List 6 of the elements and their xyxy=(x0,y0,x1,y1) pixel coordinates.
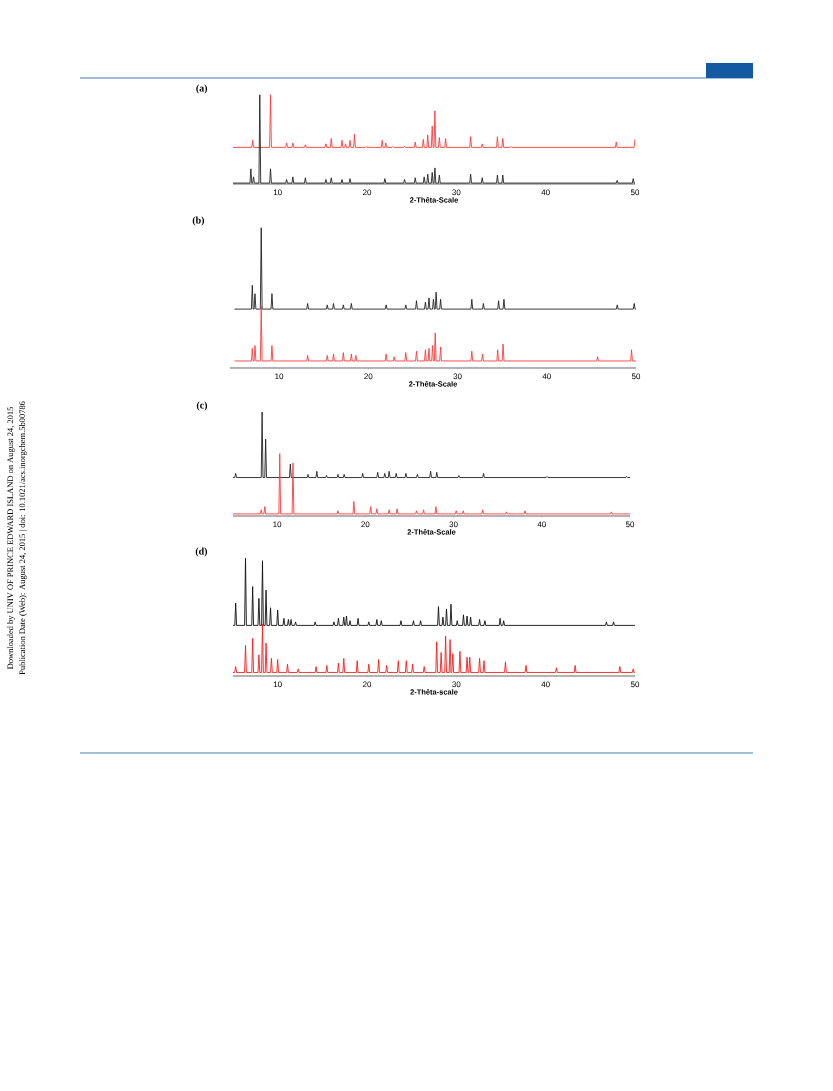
chart-title: (d) xyxy=(195,547,208,557)
text: Downloaded by UNIV OF PRINCE EDWARD ISLAND on August 24, 2015 xyxy=(7,406,15,670)
chart-title: (a) xyxy=(196,84,208,94)
chart-title: (b) xyxy=(192,216,205,226)
text: Publication Date (Web): August 24, 2015 | doi: 10.1021/acs.inorgchem.5b00786 xyxy=(19,401,27,675)
chart-title: (c) xyxy=(196,401,208,411)
